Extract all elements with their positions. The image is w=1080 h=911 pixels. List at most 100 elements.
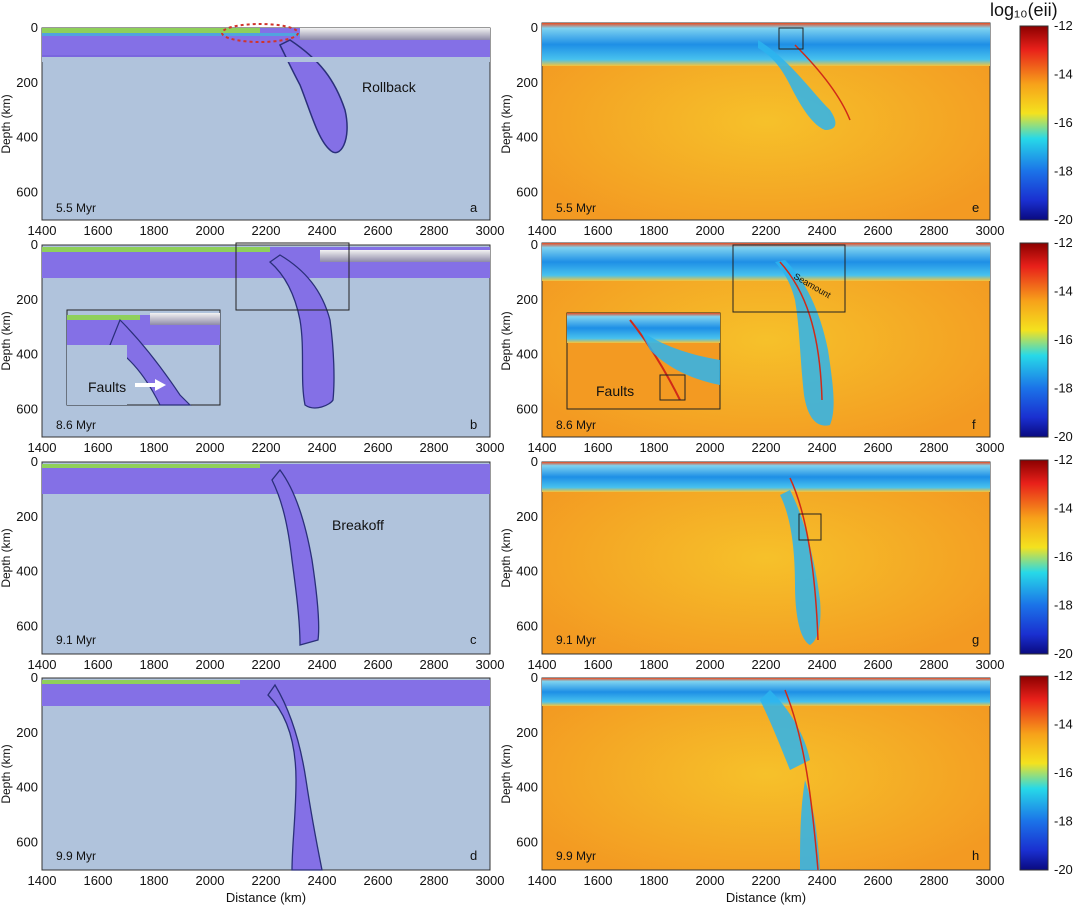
y-tick-label: 400 xyxy=(16,780,38,795)
x-tick-label: 2200 xyxy=(252,223,281,238)
y-tick-label: 600 xyxy=(16,835,38,850)
x-tick-label: 3000 xyxy=(476,657,505,672)
y-tick-label: 0 xyxy=(531,454,538,469)
x-tick-label: 3000 xyxy=(976,223,1005,238)
colorbar-tick-label: -20 xyxy=(1054,212,1073,227)
x-tick-label: 2600 xyxy=(864,223,893,238)
x-tick-label: 2800 xyxy=(920,873,949,888)
colorbar-4 xyxy=(1019,675,1049,871)
x-tick-label: 2800 xyxy=(420,223,449,238)
inset-strain-faults: Faults xyxy=(566,312,721,410)
x-tick-label: 2200 xyxy=(752,873,781,888)
panel-c: Breakoff 9.1 Myr c xyxy=(41,461,491,655)
x-axis-label: Distance (km) xyxy=(726,890,806,905)
x-tick-label: 2400 xyxy=(308,657,337,672)
y-axis-label: Depth (km) xyxy=(0,744,13,803)
panel-letter-b: b xyxy=(470,417,477,432)
x-tick-label: 1400 xyxy=(528,657,557,672)
panel-b: Faults 8.6 Myr b xyxy=(41,242,491,438)
y-tick-label: 600 xyxy=(16,619,38,634)
colorbar-tick-label: -20 xyxy=(1054,429,1073,444)
x-tick-label: 1400 xyxy=(528,873,557,888)
time-label-d: 9.9 Myr xyxy=(56,849,96,863)
y-tick-label: 600 xyxy=(516,185,538,200)
panel-letter-e: e xyxy=(972,200,979,215)
y-axis-label: Depth (km) xyxy=(499,528,513,587)
annotation-breakoff: Breakoff xyxy=(332,517,384,533)
y-tick-label: 0 xyxy=(531,237,538,252)
x-tick-label: 3000 xyxy=(976,657,1005,672)
colorbar-1 xyxy=(1019,25,1049,221)
colorbar-tick-label: -16 xyxy=(1054,765,1073,780)
y-tick-label: 600 xyxy=(516,619,538,634)
y-tick-label: 200 xyxy=(16,292,38,307)
x-tick-label: 1800 xyxy=(640,440,669,455)
x-tick-label: 3000 xyxy=(476,440,505,455)
colorbar-tick-label: -18 xyxy=(1054,164,1073,179)
x-tick-label: 2600 xyxy=(864,440,893,455)
y-tick-label: 200 xyxy=(16,75,38,90)
x-tick-label: 3000 xyxy=(976,873,1005,888)
colorbar-tick-label: -12 xyxy=(1054,452,1073,467)
x-tick-label: 2200 xyxy=(252,873,281,888)
y-tick-label: 0 xyxy=(531,670,538,685)
y-axis-label: Depth (km) xyxy=(0,94,13,153)
inset-strain-faults-label: Faults xyxy=(596,383,634,399)
x-tick-label: 1800 xyxy=(140,440,169,455)
colorbar-tick-label: -16 xyxy=(1054,332,1073,347)
x-tick-label: 1800 xyxy=(640,873,669,888)
colorbar-tick-label: -20 xyxy=(1054,862,1073,877)
colorbar-2 xyxy=(1019,242,1049,438)
x-tick-label: 2200 xyxy=(752,223,781,238)
colorbar-tick-label: -16 xyxy=(1054,549,1073,564)
panel-a: Rollback 5.5 Myr a xyxy=(41,23,491,221)
y-axis-label: Depth (km) xyxy=(499,744,513,803)
x-tick-label: 2800 xyxy=(420,657,449,672)
y-axis-label: Depth (km) xyxy=(0,528,13,587)
x-tick-label: 1600 xyxy=(584,440,613,455)
x-tick-label: 1400 xyxy=(528,440,557,455)
x-tick-label: 1800 xyxy=(640,223,669,238)
x-tick-label: 1800 xyxy=(140,873,169,888)
x-tick-label: 2000 xyxy=(196,223,225,238)
x-tick-label: 2800 xyxy=(420,440,449,455)
inset-faults: Faults xyxy=(66,309,221,406)
y-tick-label: 0 xyxy=(31,454,38,469)
y-tick-label: 400 xyxy=(516,564,538,579)
time-label-b: 8.6 Myr xyxy=(56,418,96,432)
colorbar-tick-label: -18 xyxy=(1054,598,1073,613)
y-tick-label: 400 xyxy=(16,130,38,145)
y-axis-label: Depth (km) xyxy=(499,94,513,153)
y-axis-label: Depth (km) xyxy=(499,311,513,370)
x-tick-label: 2400 xyxy=(308,873,337,888)
colorbar-3 xyxy=(1019,459,1049,655)
x-tick-label: 2600 xyxy=(364,223,393,238)
x-tick-label: 1800 xyxy=(640,657,669,672)
y-tick-label: 200 xyxy=(16,509,38,524)
x-tick-label: 2400 xyxy=(808,223,837,238)
x-tick-label: 2000 xyxy=(696,873,725,888)
y-tick-label: 600 xyxy=(516,835,538,850)
panel-letter-h: h xyxy=(972,848,979,863)
time-label-c: 9.1 Myr xyxy=(56,633,96,647)
y-tick-label: 0 xyxy=(531,20,538,35)
y-tick-label: 0 xyxy=(31,670,38,685)
panel-letter-g: g xyxy=(972,632,979,647)
colorbar-tick-label: -14 xyxy=(1054,501,1073,516)
x-tick-label: 2800 xyxy=(920,657,949,672)
y-tick-label: 200 xyxy=(516,509,538,524)
x-tick-label: 3000 xyxy=(476,223,505,238)
x-tick-label: 1600 xyxy=(584,657,613,672)
x-tick-label: 2200 xyxy=(252,657,281,672)
colorbar-tick-label: -12 xyxy=(1054,235,1073,250)
panel-d: 9.9 Myr d xyxy=(41,677,491,871)
colorbar-tick-label: -18 xyxy=(1054,814,1073,829)
y-tick-label: 400 xyxy=(16,347,38,362)
x-tick-label: 1600 xyxy=(84,223,113,238)
x-tick-label: 2400 xyxy=(808,873,837,888)
x-tick-label: 1600 xyxy=(84,873,113,888)
x-tick-label: 2400 xyxy=(808,657,837,672)
y-axis-label: Depth (km) xyxy=(0,311,13,370)
y-tick-label: 200 xyxy=(516,75,538,90)
